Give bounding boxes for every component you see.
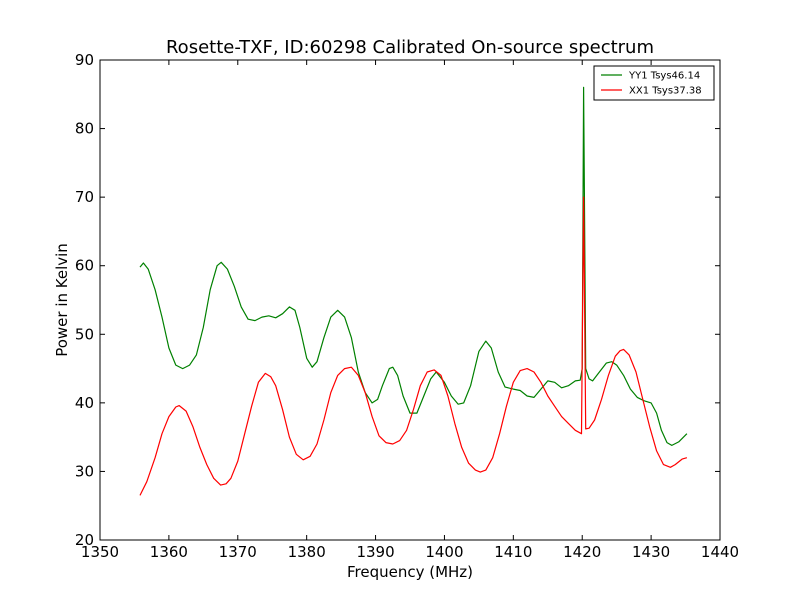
y-tick-label: 60 xyxy=(75,257,94,275)
y-tick-label: 40 xyxy=(75,394,94,412)
plot-frame xyxy=(99,59,721,541)
x-tick-label: 1420 xyxy=(563,543,601,561)
legend-label-xx1: XX1 Tsys37.38 xyxy=(629,86,702,97)
x-tick-label: 1380 xyxy=(288,543,326,561)
legend: YY1 Tsys46.14 XX1 Tsys37.38 xyxy=(593,65,715,101)
y-tick-label: 90 xyxy=(75,51,94,69)
y-tick-label: 30 xyxy=(75,462,94,480)
chart-title: Rosette-TXF, ID:60298 Calibrated On-sour… xyxy=(166,37,654,58)
y-tick-label: 50 xyxy=(75,325,94,343)
x-tick-label: 1410 xyxy=(494,543,532,561)
y-tick-label: 70 xyxy=(75,188,94,206)
lines-layer xyxy=(139,86,688,496)
y-axis-title: Power in Kelvin xyxy=(53,243,71,357)
y-axis: 20 30 40 50 60 70 80 90 xyxy=(75,51,720,549)
x-tick-label: 1400 xyxy=(425,543,463,561)
x-tick-label: 1430 xyxy=(632,543,670,561)
x-tick-label: 1390 xyxy=(356,543,394,561)
x-axis-title: Frequency (MHz) xyxy=(347,563,473,581)
legend-box xyxy=(593,65,715,101)
x-tick-label: 1360 xyxy=(150,543,188,561)
x-tick-label: 1350 xyxy=(81,543,119,561)
legend-label-yy1: YY1 Tsys46.14 xyxy=(628,71,700,82)
x-axis: 1350 1360 1370 1380 1390 1400 1410 1420 1430 1440 xyxy=(81,60,739,561)
plot-area xyxy=(139,86,688,496)
y-tick-label: 80 xyxy=(75,120,94,138)
x-tick-label: 1440 xyxy=(701,543,739,561)
series-line-yy1 xyxy=(139,86,688,446)
series-line-xx1 xyxy=(139,196,688,496)
x-tick-label: 1370 xyxy=(219,543,257,561)
y-tick-label: 20 xyxy=(75,531,94,549)
